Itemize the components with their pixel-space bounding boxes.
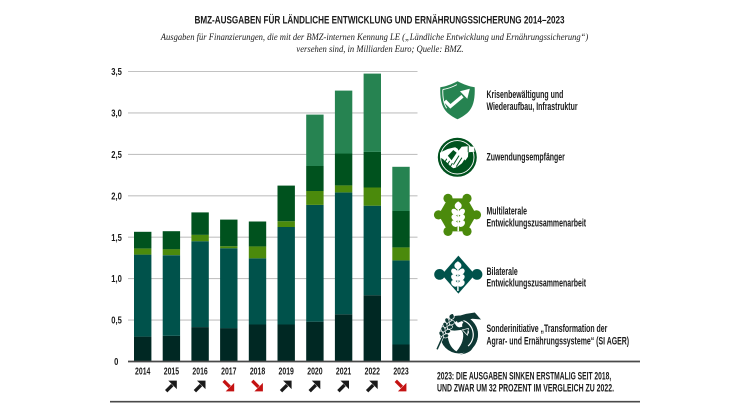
svg-text:3,5: 3,5: [111, 66, 122, 77]
svg-text:2018: 2018: [250, 365, 266, 377]
svg-text:2015: 2015: [164, 365, 180, 377]
svg-text:Entwicklungszusammenarbeit: Entwicklungszusammenarbeit: [487, 217, 587, 229]
svg-text:2023: 2023: [393, 365, 409, 377]
svg-text:0: 0: [114, 356, 118, 367]
svg-text:Entwicklungszusammenarbeit: Entwicklungszusammenarbeit: [487, 277, 587, 289]
svg-text:Bilaterale: Bilaterale: [487, 265, 518, 277]
svg-text:Wiederaufbau, Infrastruktur: Wiederaufbau, Infrastruktur: [487, 100, 578, 112]
svg-text:1,0: 1,0: [111, 273, 122, 284]
svg-text:versehen sind, in Milliarden E: versehen sind, in Milliarden Euro; Quell…: [296, 43, 463, 54]
svg-text:2020: 2020: [307, 365, 323, 377]
svg-text:0,5: 0,5: [111, 315, 122, 326]
svg-text:2022: 2022: [365, 365, 381, 377]
svg-text:2,5: 2,5: [111, 149, 122, 160]
svg-text:2016: 2016: [192, 365, 208, 377]
svg-text:2017: 2017: [221, 365, 237, 377]
svg-text:Krisenbewältigung und: Krisenbewältigung und: [487, 89, 564, 101]
svg-text:Multilaterale: Multilaterale: [487, 205, 528, 217]
svg-text:Sonderinitiative „Transformati: Sonderinitiative „Transformation der: [487, 322, 608, 334]
svg-text:1,5: 1,5: [111, 232, 122, 243]
svg-text:2014: 2014: [135, 365, 151, 377]
svg-text:Ausgaben für Finanzierungen, d: Ausgaben für Finanzierungen, die mit der…: [160, 31, 588, 42]
svg-text:Agrar- und Ernährungssysteme“: Agrar- und Ernährungssysteme“ (SI AGER): [487, 335, 630, 347]
svg-text:UND ZWAR UM 32 PROZENT IM VERG: UND ZWAR UM 32 PROZENT IM VERGLEICH ZU 2…: [437, 382, 614, 394]
svg-text:2,0: 2,0: [111, 190, 122, 201]
svg-text:Zuwendungsempfänger: Zuwendungsempfänger: [487, 151, 566, 163]
svg-text:2021: 2021: [336, 365, 352, 377]
svg-text:3,0: 3,0: [111, 107, 122, 118]
svg-text:BMZ-AUSGABEN FÜR LÄNDLICHE ENT: BMZ-AUSGABEN FÜR LÄNDLICHE ENTWICKLUNG U…: [194, 14, 565, 27]
svg-text:2023: DIE AUSGABEN SINKEN ERST: 2023: DIE AUSGABEN SINKEN ERSTMALIG SEIT…: [437, 370, 611, 382]
svg-text:2019: 2019: [279, 365, 295, 377]
